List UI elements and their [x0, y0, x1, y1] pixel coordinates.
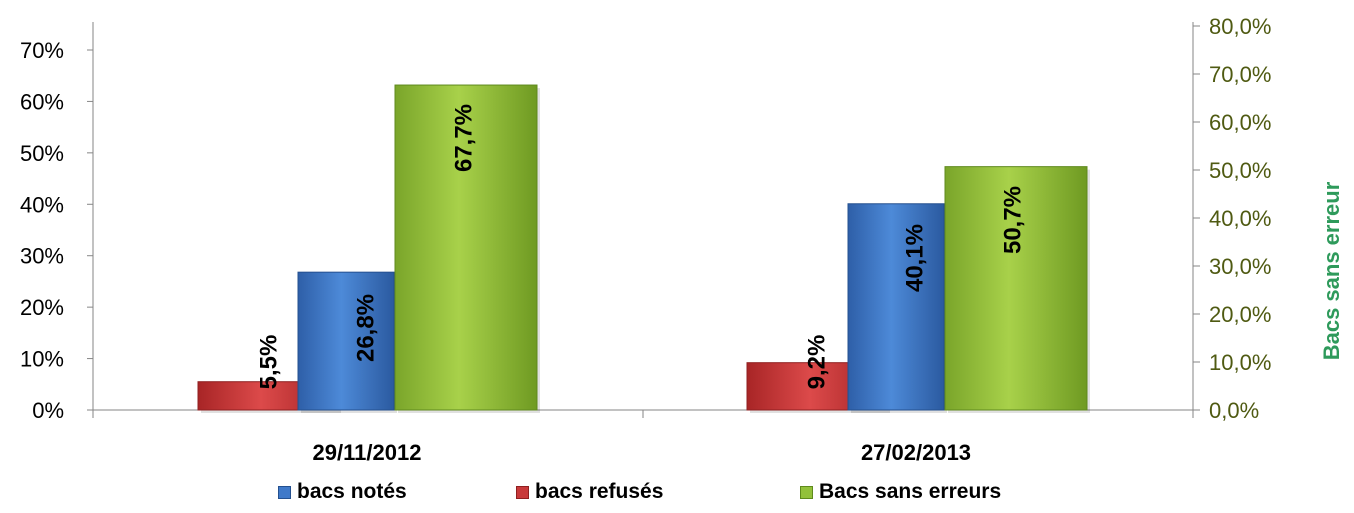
right-tick-label: 70,0%: [1209, 62, 1271, 87]
legend-swatch-blue: [278, 485, 291, 499]
legend-item-bacs-notes: bacs notés: [278, 480, 407, 504]
legend-label-bacs-notes: bacs notés: [297, 480, 407, 503]
category-label: 29/11/2012: [313, 440, 422, 465]
data-label: 50,7%: [999, 186, 1026, 254]
legend-item-bacs-refuses: bacs refusés: [516, 480, 663, 504]
bars: [197, 84, 1090, 413]
bar-green: [944, 166, 1088, 411]
legend-label-bacs-sans-erreurs: Bacs sans erreurs: [819, 480, 1002, 503]
left-tick-label: 70%: [20, 38, 64, 63]
data-label: 40,1%: [901, 224, 928, 292]
left-tick-label: 30%: [20, 244, 64, 269]
legend-item-bacs-sans-erreurs: Bacs sans erreurs: [800, 480, 1001, 504]
right-tick-label: 80,0%: [1209, 14, 1271, 39]
left-tick-label: 0%: [32, 398, 64, 423]
bar-green: [394, 84, 538, 411]
left-tick-label: 50%: [20, 141, 64, 166]
category-label: 27/02/2013: [861, 440, 971, 465]
left-tick-label: 20%: [20, 295, 64, 320]
bar-blue: [847, 203, 945, 411]
right-tick-label: 50,0%: [1209, 158, 1271, 183]
data-label: 5,5%: [255, 335, 282, 390]
right-tick-label: 40,0%: [1209, 206, 1271, 231]
left-tick-label: 60%: [20, 89, 64, 114]
data-label: 26,8%: [352, 294, 379, 362]
legend-swatch-green: [800, 485, 813, 499]
legend: bacs notés bacs refusés Bacs sans erreur…: [0, 480, 1354, 510]
right-axis-title: Bacs sans erreur: [1319, 181, 1344, 360]
axes: 0% 10% 20% 30% 40% 50% 60% 70% 0,0% 10,0% 20,0% 30,…: [20, 14, 1344, 465]
data-label: 9,2%: [803, 335, 830, 390]
bar-blue: [297, 271, 395, 411]
right-tick-label: 20,0%: [1209, 302, 1271, 327]
right-tick-label: 0,0%: [1209, 398, 1259, 423]
right-tick-label: 10,0%: [1209, 350, 1271, 375]
left-tick-label: 10%: [20, 347, 64, 372]
right-tick-label: 30,0%: [1209, 254, 1271, 279]
right-tick-label: 60,0%: [1209, 110, 1271, 135]
left-tick-label: 40%: [20, 192, 64, 217]
legend-swatch-red: [516, 485, 529, 499]
legend-label-bacs-refuses: bacs refusés: [535, 480, 664, 503]
data-label: 67,7%: [450, 104, 477, 172]
labels: 5,5% 26,8% 67,7% 9,2% 40,1% 50,7%: [255, 104, 1026, 389]
